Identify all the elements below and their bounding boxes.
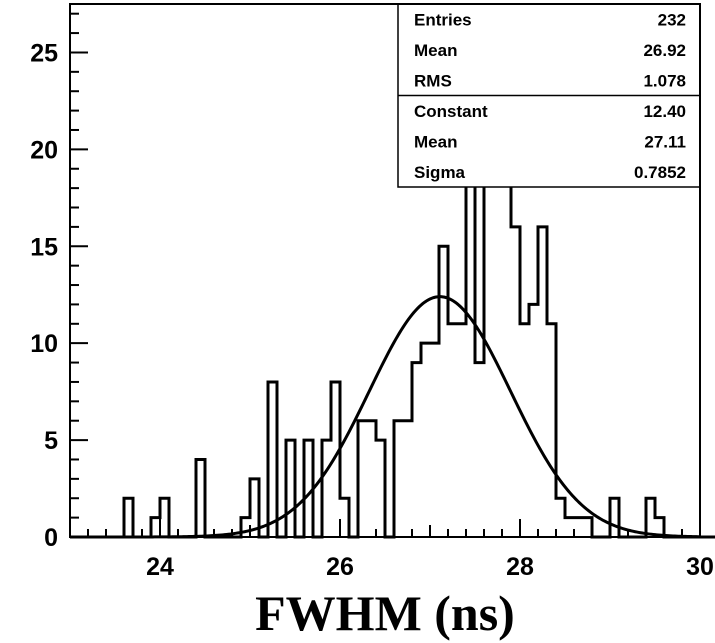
- stats-box: Entries 232 Mean 26.92 RMS 1.078 Constant 12.40…: [397, 3, 701, 188]
- stats-value: 12.40: [643, 102, 686, 121]
- tick-labels: 24 26 28 30 0 5 10 15 20 25: [30, 39, 714, 581]
- stats-label: Entries: [414, 10, 472, 29]
- stats-label: Mean: [414, 132, 457, 151]
- y-tick-label: 20: [30, 136, 58, 164]
- x-axis-title: FWHM (ns): [255, 585, 515, 641]
- stats-value: 0.7852: [634, 163, 686, 182]
- stats-label: Mean: [414, 41, 457, 60]
- x-tick-label: 30: [686, 553, 714, 581]
- y-tick-label: 10: [30, 330, 58, 358]
- stats-value: 26.92: [643, 41, 686, 60]
- y-tick-label: 0: [44, 524, 58, 552]
- x-tick-label: 26: [326, 553, 354, 581]
- x-tick-label: 28: [506, 553, 534, 581]
- x-tick-label: 24: [146, 553, 174, 581]
- y-tick-label: 5: [44, 427, 58, 455]
- stats-value: 27.11: [644, 132, 686, 151]
- stats-label: RMS: [414, 71, 452, 90]
- stats-value: 1.078: [643, 71, 686, 90]
- y-tick-label: 15: [30, 233, 58, 261]
- stats-label: Constant: [414, 102, 488, 121]
- histogram-outline: [115, 128, 715, 539]
- plot-frame: [69, 3, 701, 538]
- stats-value: 232: [658, 10, 686, 29]
- y-tick-label: 25: [30, 39, 58, 67]
- stats-label: Sigma: [414, 163, 466, 182]
